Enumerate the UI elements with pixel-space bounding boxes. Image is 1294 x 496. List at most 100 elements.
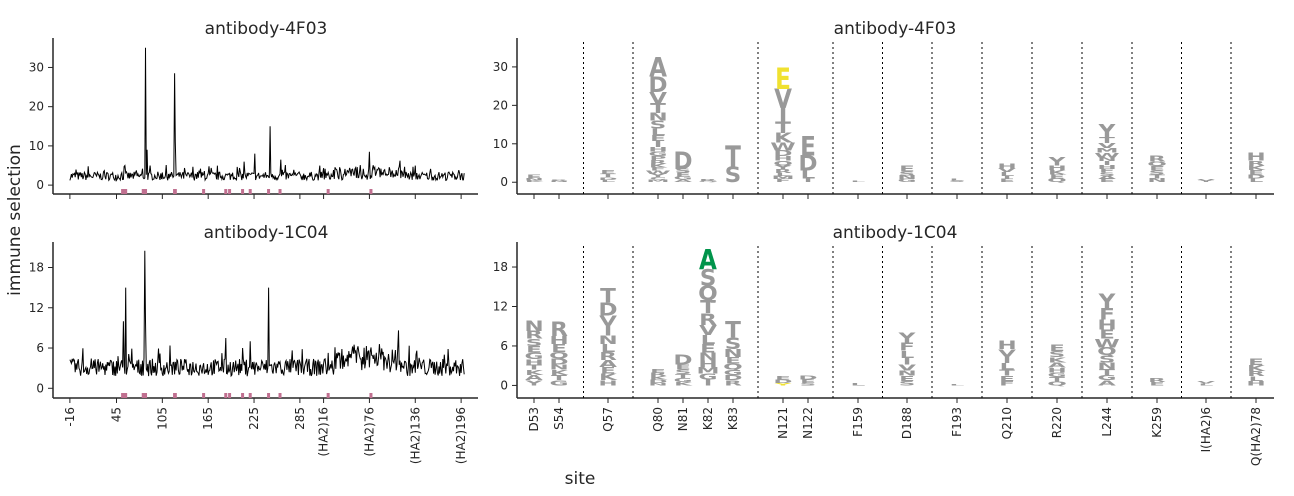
y-tick-label: 18 [29, 260, 44, 274]
logo-letter: H [549, 334, 568, 347]
panel-title: antibody-1C04 [204, 223, 329, 243]
logo-letter: S [1099, 353, 1116, 365]
logo-letter: I [903, 357, 912, 367]
logo-letter: G [699, 372, 718, 381]
logo-letter: E [775, 63, 791, 96]
logo-letter: D [598, 177, 617, 181]
x-tick-label: I(HA2)6 [1199, 407, 1213, 452]
logo-letter: N [698, 351, 717, 364]
logo-letter: N [598, 334, 617, 347]
logo-letter: N [1147, 177, 1166, 183]
logo-letter: V [898, 363, 917, 372]
logo-letter: A [1098, 175, 1116, 180]
panel-title: antibody-1C04 [833, 223, 958, 243]
site-mark [224, 189, 228, 194]
logo-letter: H [997, 339, 1016, 352]
x-tick-label: (HA2)196 [454, 407, 468, 464]
logo-letter: Y [897, 330, 915, 346]
logo-letter: K [1048, 356, 1067, 364]
logo-letter: E [775, 375, 791, 380]
logo-letter: S [725, 334, 742, 354]
logo-letter: I [804, 177, 813, 183]
logo-letter: K [1247, 164, 1266, 171]
logo-letter: E [1149, 381, 1165, 386]
logo-letter: L [601, 342, 616, 355]
logo-letter: L [776, 172, 791, 177]
logo-letter: T [650, 102, 666, 117]
logo-letter: F [1099, 304, 1115, 324]
logo-letter: H [1246, 151, 1265, 163]
logo-letter: E [800, 379, 816, 384]
y-tick-label: 20 [493, 98, 508, 112]
x-tick-label: D53 [527, 407, 541, 432]
logo-letter: M [1096, 147, 1119, 154]
logo-letter: R [724, 379, 742, 387]
logo-letter: R [599, 350, 617, 363]
logo-letter: S [800, 382, 817, 386]
logo-letter: N [648, 111, 667, 123]
x-tick-label: K83 [726, 407, 740, 430]
logo-letter: N [897, 174, 916, 180]
logo-letter: R [1148, 377, 1166, 383]
logo-letter: S [899, 170, 916, 176]
logo-letter: R [1247, 370, 1265, 378]
logo-letter: E [899, 374, 915, 382]
logo-letter: N [648, 382, 667, 386]
logo-letter: S [725, 163, 742, 188]
site-mark [326, 189, 330, 194]
logo-letter: V [1098, 142, 1117, 150]
logo-letter: F [1099, 168, 1115, 174]
logo-letter: L [950, 178, 965, 181]
x-tick-label: Q57 [601, 407, 615, 432]
logo-letter: A [1048, 361, 1067, 369]
logo-letter: I [1003, 355, 1012, 365]
logo-letter: E [1099, 328, 1115, 342]
x-tick-label: N121 [776, 407, 790, 439]
logo-letter: V [774, 84, 793, 115]
logo-letter: V [998, 348, 1016, 360]
logo-letter: N [723, 348, 742, 361]
logo-letter: R [649, 159, 667, 165]
site-mark [144, 393, 148, 398]
logo-letter: K [674, 381, 693, 386]
logo-letter: W [1094, 337, 1119, 350]
logo-letter: E [700, 342, 716, 355]
logo-letter: E [675, 171, 691, 177]
logo-letter: K [550, 369, 569, 377]
y-tick-label: 20 [29, 100, 44, 114]
logo-letter: H [524, 358, 543, 366]
logo-letter: H [598, 379, 617, 387]
logo-letter: K [599, 372, 619, 382]
y-tick-label: 30 [493, 60, 508, 74]
panel-title: antibody-4F03 [205, 19, 328, 39]
site-mark [278, 189, 282, 194]
logo-letter: R [1247, 159, 1265, 166]
y-tick-label: 30 [29, 60, 44, 74]
y-tick-label: 18 [493, 260, 508, 274]
logo-letter: R [550, 179, 568, 181]
logo-letter: M [772, 175, 795, 180]
y-axis-label: immune selection [5, 144, 25, 296]
logo-letter: I [779, 105, 788, 126]
logo-letter: H [1097, 164, 1116, 170]
site-mark [267, 393, 271, 398]
logo-letter: V [1197, 380, 1215, 384]
logo-letter: D [798, 374, 817, 380]
logo-letter: A [649, 52, 668, 83]
x-tick-label: -16 [63, 407, 77, 427]
site-mark [248, 393, 252, 398]
logo-letter: H [698, 359, 717, 369]
logo-letter: L [801, 169, 816, 181]
x-tick-label: 165 [201, 407, 215, 430]
logo-letter: H [1246, 379, 1265, 386]
x-tick-label: K259 [1150, 407, 1164, 438]
logo-letter: G [674, 377, 693, 383]
logo-letter: G [649, 150, 668, 157]
logo-letter: L [1249, 177, 1264, 183]
y-tick-label: 6 [36, 341, 44, 355]
logo-letter: T [526, 363, 542, 371]
site-mark [228, 189, 232, 194]
site-mark [224, 393, 228, 398]
logo-letter: N [549, 363, 568, 371]
logo-letter: D [549, 357, 568, 366]
